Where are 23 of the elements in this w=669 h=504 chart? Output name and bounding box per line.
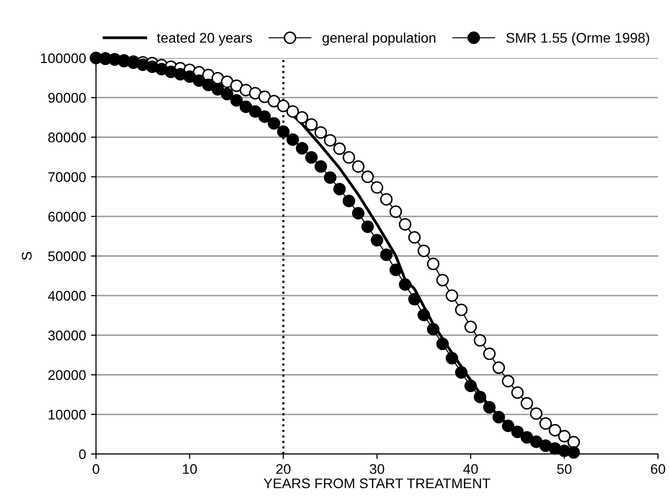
- x-tick-label: 40: [463, 464, 478, 474]
- y-tick-label: 10000: [48, 410, 86, 420]
- x-axis-title: YEARS FROM START TREATMENT: [264, 478, 490, 488]
- y-tick-label: 80000: [48, 132, 86, 142]
- x-tick-label: 10: [183, 464, 197, 474]
- x-tick-label: 20: [276, 464, 291, 474]
- y-tick-label: 0: [79, 449, 86, 460]
- y-tick-label: 30000: [48, 330, 86, 340]
- y-tick-label: 40000: [48, 290, 86, 301]
- x-tick-label: 30: [370, 464, 384, 474]
- y-tick-label: 70000: [48, 172, 86, 182]
- legend-label: general population: [322, 32, 436, 46]
- y-tick-label: 100000: [40, 53, 86, 64]
- x-tick-label: 0: [92, 464, 100, 474]
- legend-label: teated 20 years: [156, 32, 252, 46]
- y-tick-label: 90000: [48, 92, 86, 103]
- y-tick-label: 20000: [48, 370, 86, 380]
- y-tick-label: 60000: [48, 212, 86, 222]
- legend-label: SMR 1.55 (Orme 1998): [506, 32, 650, 46]
- x-tick-label: 60: [650, 464, 666, 474]
- x-tick-label: 50: [557, 464, 572, 474]
- y-tick-label: 50000: [48, 251, 86, 262]
- y-axis-title: S: [22, 252, 32, 260]
